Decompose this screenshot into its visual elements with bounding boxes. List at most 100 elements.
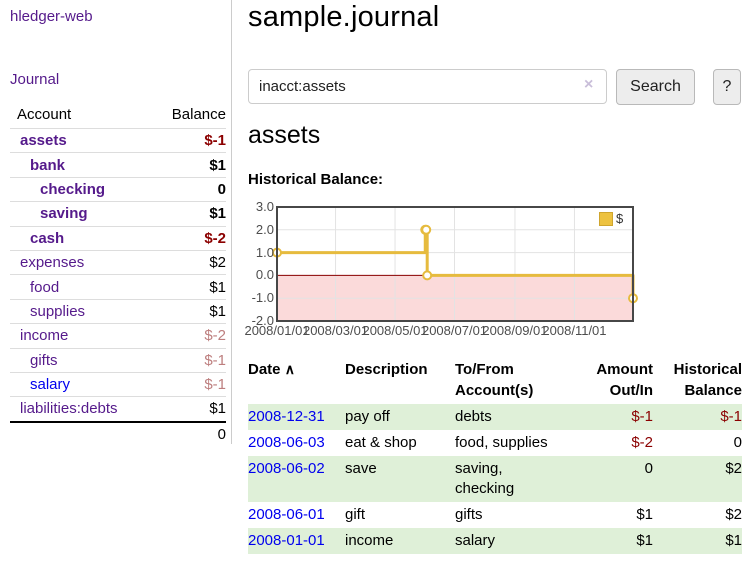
chart-area: $ 3.0 2.0 1.0 0.0 -1.0 -2.0 2008/01/01 2008/03/…: [244, 197, 742, 349]
cell-date: 2008-12-31: [248, 404, 345, 430]
sidebar-account-link-saving[interactable]: saving: [40, 205, 88, 223]
cell-accounts: salary: [455, 532, 496, 549]
cell-date: 2008-06-02: [248, 456, 345, 482]
register-row: 2008-12-31 pay off debts $-1 $-1: [248, 404, 742, 430]
sidebar-account-balance: $1: [209, 205, 226, 223]
cell-amount: $-1: [631, 408, 653, 425]
cell-amount: $1: [636, 532, 653, 549]
transaction-date-link[interactable]: 2008-06-03: [248, 434, 325, 451]
sidebar-account-link-bank[interactable]: bank: [30, 156, 66, 174]
sidebar-account-balance: $2: [209, 254, 226, 272]
x-axis-tick-label: 2008/09/01: [482, 323, 548, 338]
transaction-date-link[interactable]: 2008-01-01: [248, 532, 325, 549]
sidebar-account-balance: $-1: [204, 376, 226, 394]
sidebar-account-link-salary[interactable]: salary: [30, 376, 71, 394]
sidebar-account-link-checking[interactable]: checking: [40, 180, 106, 198]
cell-description: gift: [345, 506, 366, 523]
cell-historical-balance: $2: [725, 460, 742, 477]
transaction-date-link[interactable]: 2008-06-01: [248, 506, 325, 523]
sidebar-accounts-table: Account Balance assets $-1 bank $1 checking 0…: [10, 102, 226, 446]
sidebar-account-link-cash[interactable]: cash: [30, 229, 65, 247]
chart-title: Historical Balance:: [248, 171, 384, 188]
search-button[interactable]: Search: [616, 69, 695, 105]
accounts-header-balance: Balance: [171, 106, 226, 123]
cell-description: pay off: [345, 408, 390, 425]
clear-search-icon[interactable]: ×: [584, 76, 594, 93]
main-content: sample.journal × Search ? assets Histori…: [244, 0, 742, 582]
y-axis-tick-label: -2.0: [251, 313, 274, 328]
accounts-header-account: Account: [17, 106, 72, 123]
sidebar-account-balance: 0: [217, 180, 226, 198]
header-description: Description: [345, 361, 428, 378]
cell-date: 2008-06-01: [248, 502, 345, 528]
sidebar-item-journal[interactable]: Journal: [10, 71, 60, 88]
sidebar-account-row: expenses $2: [10, 249, 226, 274]
cell-description: save: [345, 460, 377, 477]
register-row: 2008-01-01 income salary $1 $1: [248, 528, 742, 554]
sidebar-account-link-gifts[interactable]: gifts: [30, 351, 58, 369]
chart-legend: $: [597, 210, 626, 227]
page-title: sample.journal: [248, 1, 440, 33]
sidebar-account-link-liabilities-debts[interactable]: liabilities:debts: [20, 400, 118, 418]
cell-accounts: food, supplies: [455, 434, 548, 451]
register-row: 2008-06-01 gift gifts $1 $2: [248, 502, 742, 528]
sidebar-account-link-supplies[interactable]: supplies: [30, 302, 86, 320]
sidebar-account-balance: $1: [209, 302, 226, 320]
sort-ascending-icon: ∧: [284, 361, 295, 377]
sidebar-account-link-income[interactable]: income: [20, 327, 69, 345]
sidebar-account-row: assets $-1: [10, 128, 226, 152]
x-axis-tick-label: 2008/07/01: [421, 323, 488, 338]
y-axis-tick-label: 2.0: [255, 221, 274, 237]
x-axis-tick-label: 2008/05/01: [362, 323, 428, 338]
search-input[interactable]: [248, 69, 607, 104]
sidebar-account-link-expenses[interactable]: expenses: [20, 254, 85, 272]
sidebar-account-row: saving $1: [10, 201, 226, 225]
sidebar-account-row: cash $-2: [10, 225, 226, 250]
cell-amount: $1: [636, 506, 653, 523]
sidebar-account-balance: $-2: [204, 327, 226, 345]
sidebar-account-balance: $-1: [204, 351, 226, 369]
sidebar-accounts-header: Account Balance: [10, 102, 226, 128]
cell-description: eat & shop: [345, 434, 417, 451]
sidebar-account-row: salary $-1: [10, 371, 226, 396]
y-axis-tick-label: 1.0: [255, 244, 274, 260]
legend-label: $: [616, 211, 624, 226]
historical-balance-chart: [272, 206, 638, 322]
sidebar-account-balance: $1: [209, 156, 226, 174]
sidebar-account-link-assets[interactable]: assets: [20, 132, 67, 150]
sidebar-account-balance: $1: [209, 400, 226, 418]
register-header-row: Date ∧ Description To/From Account(s) Am…: [248, 359, 742, 404]
help-button[interactable]: ?: [713, 69, 741, 105]
sidebar-account-row: checking 0: [10, 176, 226, 201]
cell-historical-balance: 0: [733, 434, 742, 451]
x-axis-tick-label: 2008/01/01: [244, 323, 310, 338]
app-title-link[interactable]: hledger-web: [10, 8, 93, 25]
sidebar-accounts-body: assets $-1 bank $1 checking 0 saving $1 cash $-2 e…: [10, 128, 226, 421]
sidebar-account-link-food[interactable]: food: [30, 278, 60, 296]
register-row: 2008-06-02 save saving, checking 0 $2: [248, 456, 742, 502]
cell-accounts: debts: [455, 408, 492, 425]
cell-historical-balance: $1: [725, 532, 742, 549]
sidebar-account-row: gifts $-1: [10, 347, 226, 372]
cell-date: 2008-06-03: [248, 430, 345, 456]
header-date[interactable]: Date ∧: [248, 361, 295, 378]
sidebar-account-row: bank $1: [10, 152, 226, 176]
transaction-date-link[interactable]: 2008-12-31: [248, 408, 325, 425]
transaction-date-link[interactable]: 2008-06-02: [248, 460, 325, 477]
y-axis-tick-label: 3.0: [255, 199, 274, 214]
search-form: × Search ?: [248, 69, 742, 105]
register-row: 2008-06-03 eat & shop food, supplies $-2 0: [248, 430, 742, 456]
sidebar-account-row: income $-2: [10, 323, 226, 347]
x-axis-tick-label: 2008/03/01: [302, 323, 369, 338]
cell-accounts: saving, checking: [455, 460, 515, 497]
header-tofrom-accounts: To/From Account(s): [455, 361, 534, 399]
cell-historical-balance: $2: [725, 506, 742, 523]
y-axis-tick-label: 0.0: [255, 267, 274, 283]
register-body: 2008-12-31 pay off debts $-1 $-1 2008-06-03 ea…: [248, 404, 742, 554]
header-historical-balance: Historical Balance: [673, 361, 742, 399]
cell-amount: $-2: [631, 434, 653, 451]
sidebar-account-row: food $1: [10, 274, 226, 298]
sidebar-account-balance: $-2: [204, 229, 226, 247]
register-table: Date ∧ Description To/From Account(s) Am…: [248, 359, 742, 554]
header-amount-outin: Amount Out/In: [596, 361, 653, 399]
